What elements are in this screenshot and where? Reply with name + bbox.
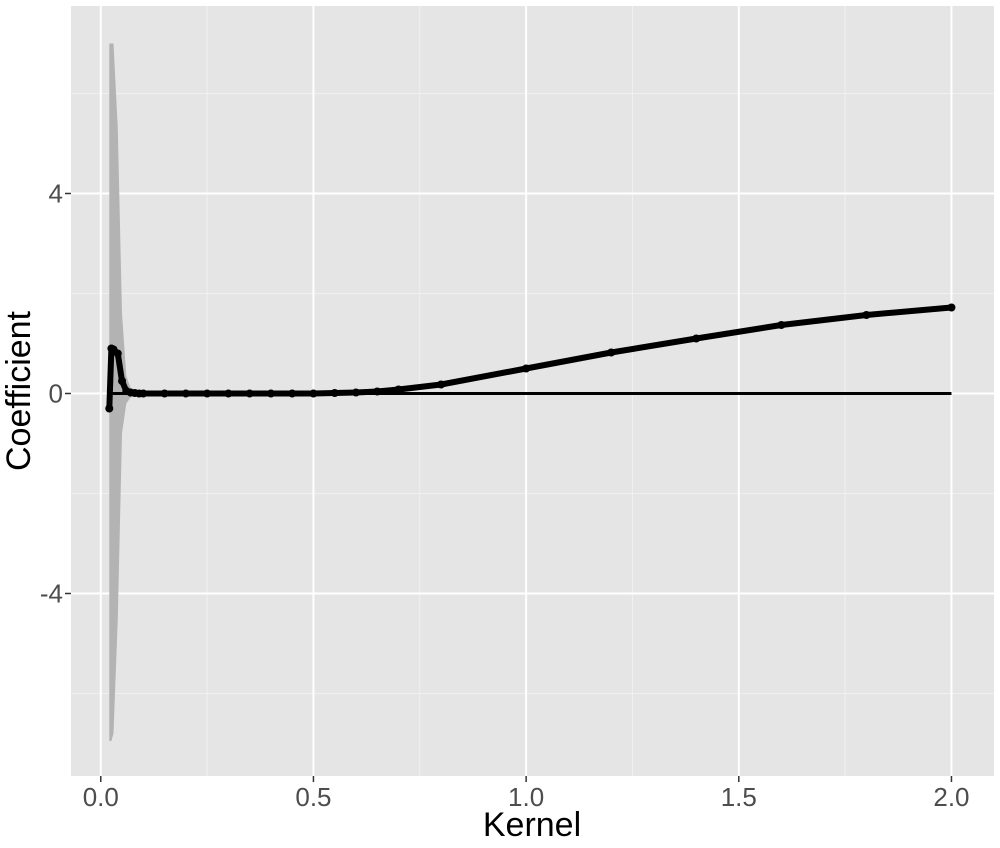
data-point — [777, 321, 786, 329]
x-tick-label: 1.0 — [508, 782, 544, 812]
data-point — [437, 380, 446, 389]
x-tick-label: 0.0 — [83, 782, 119, 812]
y-axis-title: Coefficient — [0, 310, 38, 471]
data-point — [288, 389, 297, 398]
data-point — [181, 389, 190, 398]
data-point — [607, 348, 616, 357]
data-point — [203, 389, 212, 398]
minor-gridlines — [71, 6, 994, 776]
data-point — [373, 387, 382, 396]
data-point — [118, 377, 127, 385]
data-point — [330, 389, 339, 397]
x-axis-title: Kernel — [483, 806, 581, 844]
x-tick-label: 2.0 — [933, 782, 969, 812]
x-tick-label: 0.5 — [295, 782, 331, 812]
data-point — [224, 389, 233, 398]
data-point — [105, 404, 114, 413]
data-point — [862, 311, 871, 319]
data-point — [394, 385, 403, 394]
data-point — [266, 389, 275, 398]
data-point — [245, 389, 254, 398]
y-tick-label: 0 — [49, 379, 63, 409]
data-point — [309, 389, 318, 398]
data-point — [522, 364, 531, 373]
data-point — [160, 389, 169, 398]
y-tick-label: -4 — [40, 579, 63, 609]
data-point — [139, 389, 148, 398]
data-point — [692, 334, 701, 343]
y-axis-ticks: -4 0 4 — [40, 179, 71, 609]
data-point — [113, 349, 122, 358]
data-point — [947, 303, 956, 312]
data-point — [351, 388, 360, 397]
x-tick-label: 1.5 — [721, 782, 757, 812]
y-tick-label: 4 — [49, 179, 63, 209]
x-axis-ticks: 0.0 0.5 1.0 1.5 2.0 — [83, 776, 970, 812]
coefficient-points — [105, 303, 956, 413]
